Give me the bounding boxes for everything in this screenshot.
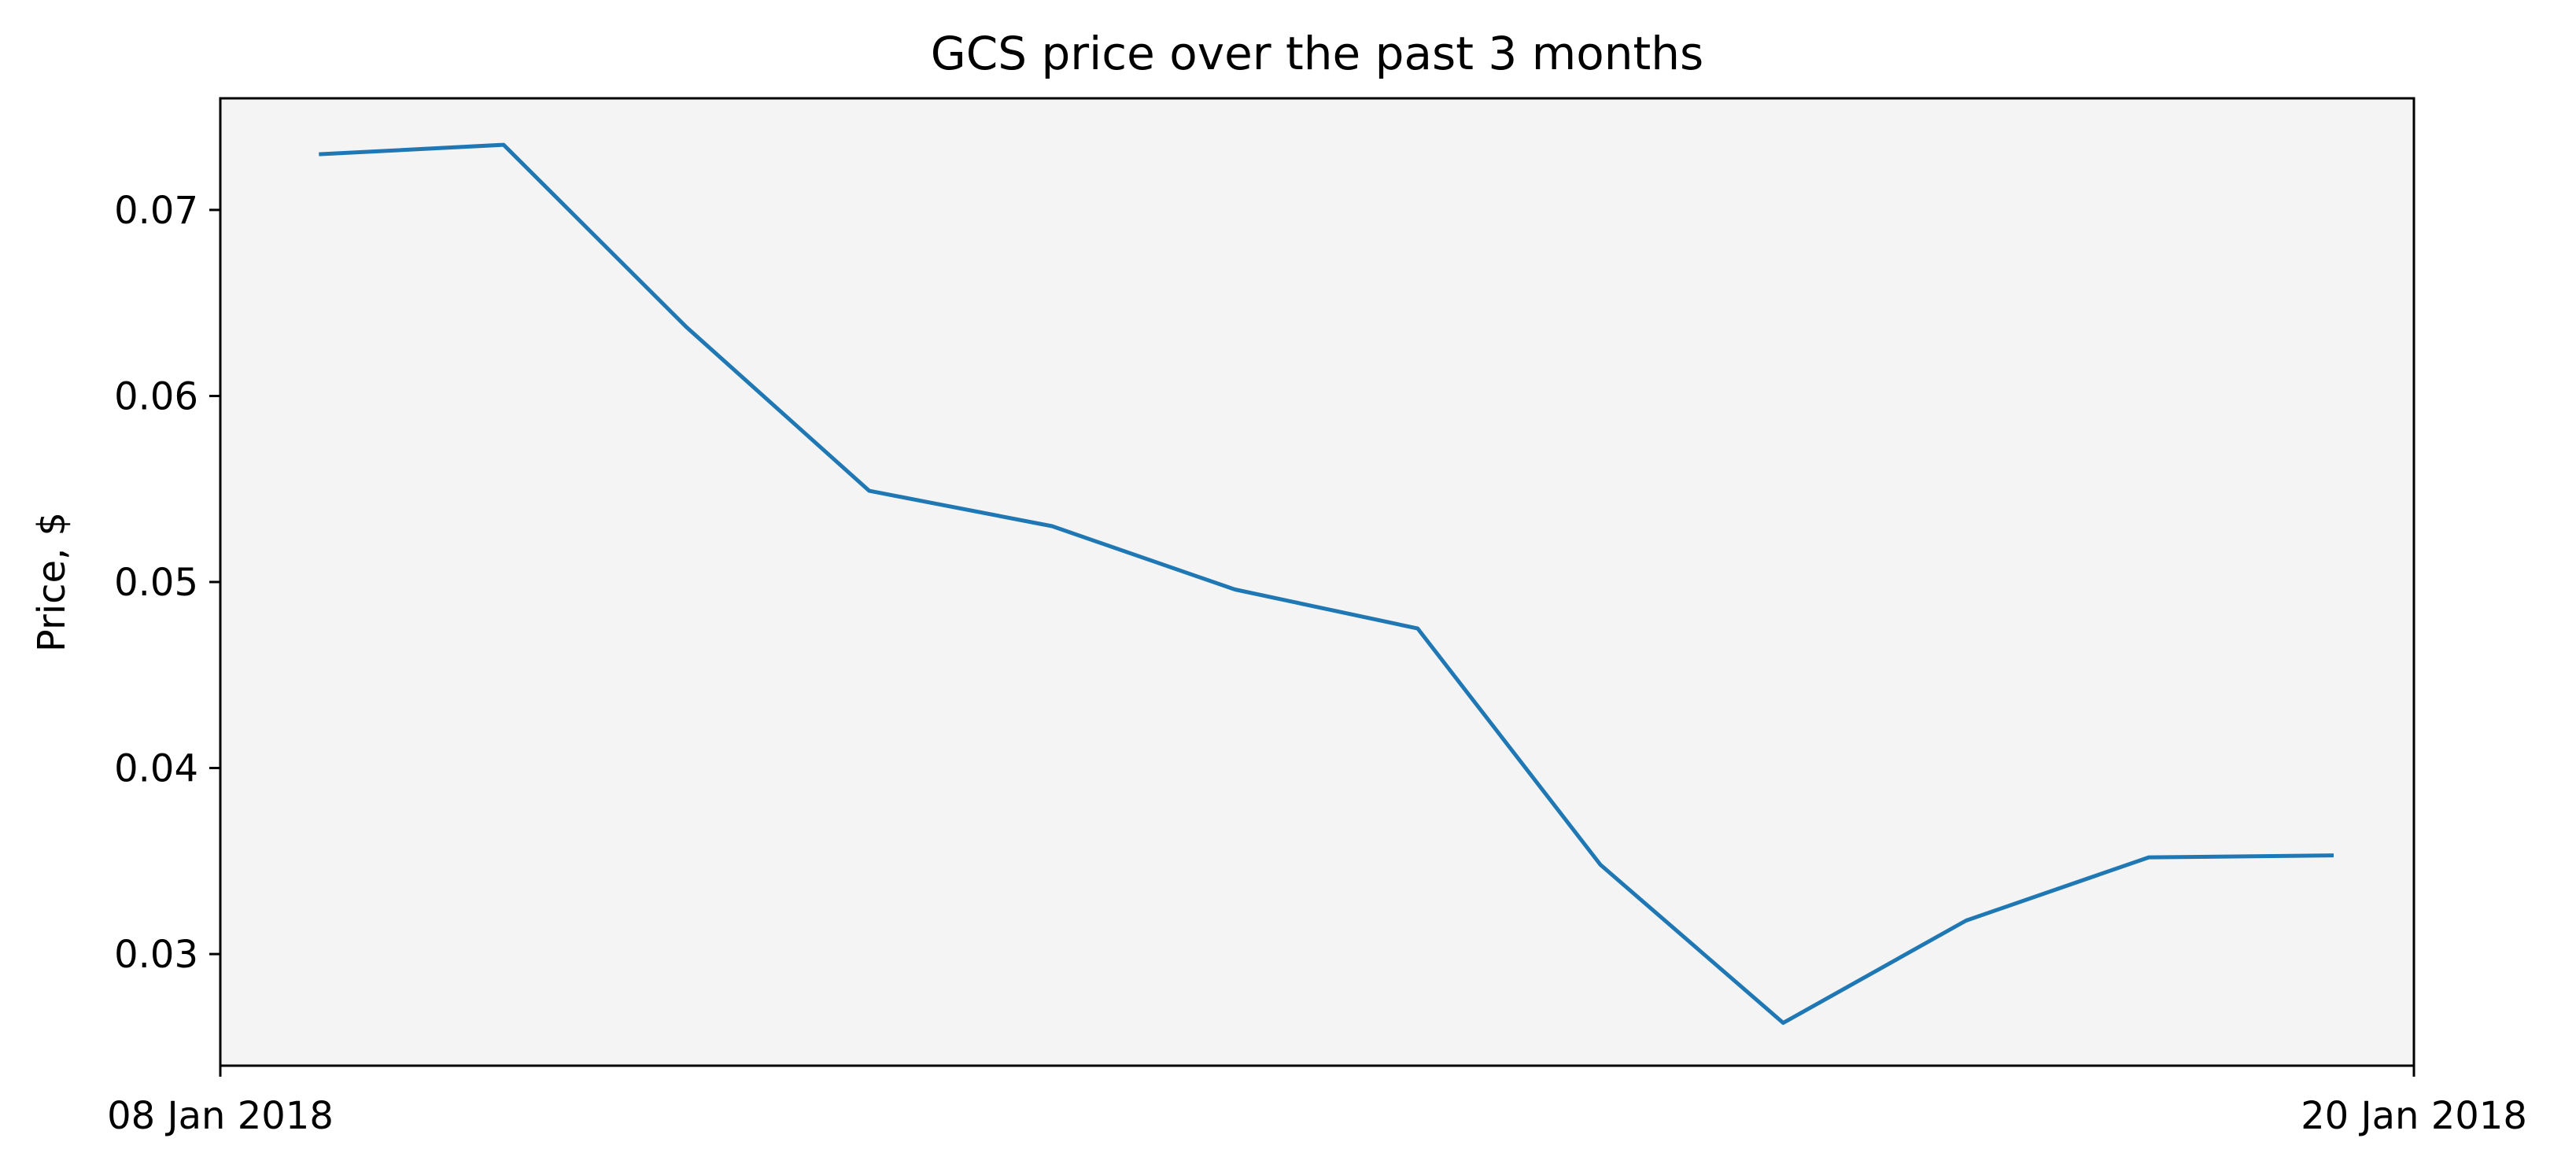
y-tick-label: 0.04 xyxy=(114,747,198,791)
plot-frame xyxy=(219,97,2415,1067)
y-tick-label: 0.06 xyxy=(114,374,198,418)
x-axis-ticks: 08 Jan 2018 20 Jan 2018 xyxy=(107,1066,2527,1138)
y-tick-label: 0.03 xyxy=(114,933,198,977)
plot-background xyxy=(220,98,2414,1066)
chart-title: GCS price over the past 3 months xyxy=(931,27,1703,80)
series-line xyxy=(319,142,2334,1026)
x-tick-label: 08 Jan 2018 xyxy=(107,1094,334,1138)
y-tick-label: 0.07 xyxy=(114,189,198,233)
x-tick-label: 20 Jan 2018 xyxy=(2301,1094,2527,1138)
y-axis-ticks: 0.03 0.04 0.05 0.06 0.07 xyxy=(114,189,220,977)
y-tick-label: 0.05 xyxy=(114,561,198,605)
y-axis-label: Price, $ xyxy=(30,512,74,652)
